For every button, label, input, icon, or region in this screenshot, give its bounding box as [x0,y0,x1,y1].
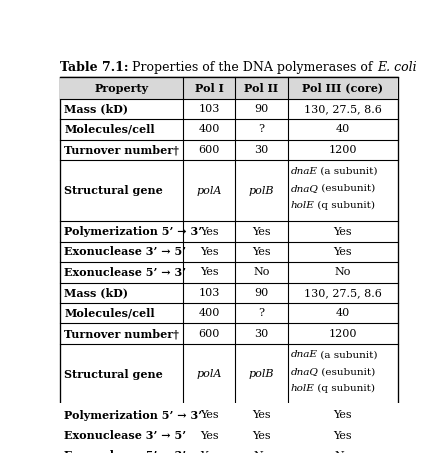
Text: (esubunit): (esubunit) [318,183,376,193]
Text: Exonuclease 5’ → 3’: Exonuclease 5’ → 3’ [64,267,186,278]
Text: Exonuclease 5’ → 3’: Exonuclease 5’ → 3’ [64,450,186,453]
Text: dnaQ: dnaQ [290,367,318,376]
Text: polA: polA [196,186,222,196]
Text: ?: ? [259,308,264,318]
Text: Structural gene: Structural gene [64,369,163,380]
Text: holE: holE [290,384,314,393]
Text: dnaE: dnaE [290,167,318,176]
Text: Yes: Yes [200,226,219,236]
Bar [60,77,397,99]
Text: 90: 90 [254,104,268,114]
Text: 600: 600 [198,145,220,155]
Text: Mass (kD): Mass (kD) [64,287,128,298]
Text: Mass (kD): Mass (kD) [64,104,128,115]
Text: E. coli: E. coli [377,61,417,73]
Text: (a subunit): (a subunit) [318,350,378,359]
Text: Yes: Yes [252,410,271,420]
Text: No: No [334,267,351,277]
Text: Yes: Yes [200,247,219,257]
Text: Turnover number†: Turnover number† [64,328,179,339]
Text: Yes: Yes [252,430,271,441]
Text: Property: Property [94,83,149,94]
Text: Yes: Yes [200,410,219,420]
Text: Exonuclease 3’ → 5’: Exonuclease 3’ → 5’ [64,430,186,441]
Text: Yes: Yes [333,226,352,236]
Text: Yes: Yes [252,226,271,236]
Text: holE: holE [290,201,314,210]
Text: Properties of the DNA polymerases of: Properties of the DNA polymerases of [132,61,377,73]
Text: polB: polB [249,369,274,379]
Text: Yes: Yes [200,267,219,277]
Text: No: No [253,451,270,453]
Text: Polymerization 5’ → 3’: Polymerization 5’ → 3’ [64,410,202,421]
Text: 400: 400 [198,308,220,318]
Text: Polymerization 5’ → 3’: Polymerization 5’ → 3’ [64,226,202,237]
Text: ?: ? [259,125,264,135]
Text: Structural gene: Structural gene [64,185,163,196]
Text: Pol I: Pol I [195,83,223,94]
Text: 40: 40 [335,125,350,135]
Text: Pol III (core): Pol III (core) [302,83,383,94]
Text: No: No [334,451,351,453]
Text: 600: 600 [198,328,220,338]
Text: No: No [253,267,270,277]
Text: Yes: Yes [333,410,352,420]
Text: Molecules/cell: Molecules/cell [64,308,155,318]
Text: Yes: Yes [333,247,352,257]
Text: 1200: 1200 [328,145,357,155]
Text: polA: polA [196,369,222,379]
Text: Table 7.1:: Table 7.1: [60,61,132,73]
Text: Yes: Yes [200,451,219,453]
Text: 130, 27.5, 8.6: 130, 27.5, 8.6 [304,288,382,298]
Text: (esubunit): (esubunit) [318,367,376,376]
Text: dnaQ: dnaQ [290,183,318,193]
Text: (q subunit): (q subunit) [314,384,376,393]
Text: 30: 30 [254,145,268,155]
Text: 90: 90 [254,288,268,298]
Text: 1200: 1200 [328,328,357,338]
Text: 30: 30 [254,328,268,338]
Text: 103: 103 [198,288,220,298]
Text: Exonuclease 3’ → 5’: Exonuclease 3’ → 5’ [64,246,186,257]
Text: 40: 40 [335,308,350,318]
Text: (q subunit): (q subunit) [314,201,376,210]
Text: Molecules/cell: Molecules/cell [64,124,155,135]
Text: Yes: Yes [252,247,271,257]
Text: dnaE: dnaE [290,350,318,359]
Text: Pol II: Pol II [244,83,279,94]
Text: (a subunit): (a subunit) [318,167,378,176]
Text: Yes: Yes [333,430,352,441]
Text: polB: polB [249,186,274,196]
Text: Yes: Yes [200,430,219,441]
Text: 130, 27.5, 8.6: 130, 27.5, 8.6 [304,104,382,114]
Text: 400: 400 [198,125,220,135]
Text: 103: 103 [198,104,220,114]
Text: Turnover number†: Turnover number† [64,145,179,155]
